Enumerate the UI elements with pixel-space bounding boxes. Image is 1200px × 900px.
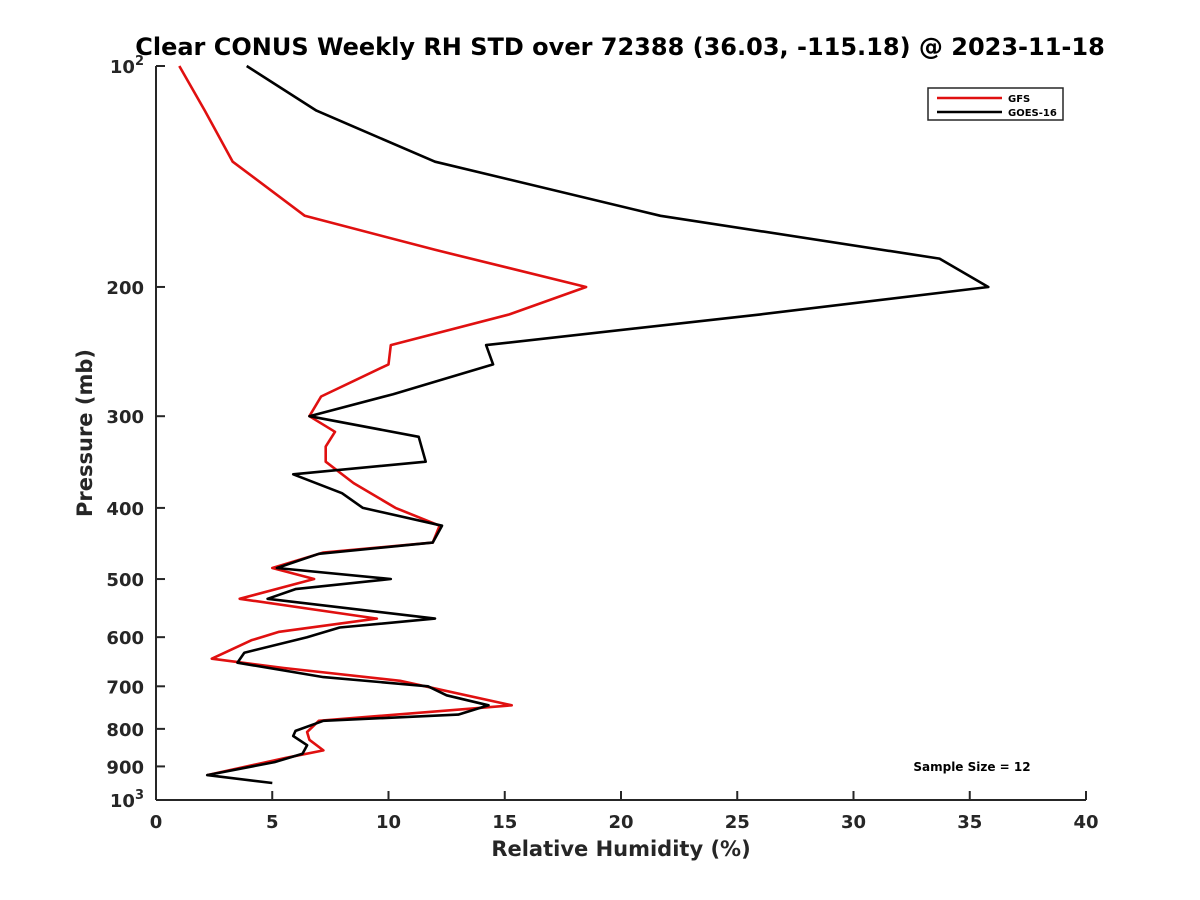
y-tick-label: 103 (110, 788, 144, 812)
x-tick-label: 40 (1073, 812, 1098, 833)
plot-series (178, 64, 990, 785)
y-tick-label: 200 (106, 278, 144, 299)
x-tick-label: 25 (725, 812, 750, 833)
x-tick-label: 20 (608, 812, 633, 833)
x-tick-label: 30 (841, 812, 866, 833)
legend-box (927, 87, 1064, 121)
legend-items: GFS GOES-16 (937, 94, 1057, 119)
legend-label: GFS (1008, 94, 1030, 105)
series-line-goes-16 (205, 64, 990, 785)
y-tick-label: 700 (106, 677, 144, 698)
y-axis-label: Pressure (mb) (73, 349, 97, 517)
series-line-gfs (178, 65, 588, 777)
y-tick-label: 900 (106, 757, 144, 778)
legend-label: GOES-16 (1008, 108, 1057, 119)
x-tick-label: 10 (376, 812, 401, 833)
y-tick-label: 102 (110, 54, 144, 78)
chart-title: Clear CONUS Weekly RH STD over 72388 (36… (135, 33, 1105, 61)
y-tick-label: 500 (106, 570, 144, 591)
y-tick-label: 300 (106, 407, 144, 428)
x-axis-label: Relative Humidity (%) (491, 837, 750, 861)
y-tick-label: 600 (106, 628, 144, 649)
x-axis-ticks: 0 5 10 15 20 25 30 35 40 (150, 791, 1099, 833)
legend: GFS GOES-16 (927, 87, 1064, 121)
y-tick-label: 400 (106, 499, 144, 520)
y-axis-ticks: 102 200 300 400 500 600 700 800 900 103 (106, 54, 165, 812)
x-tick-label: 0 (150, 812, 163, 833)
sample-size-annotation: Sample Size = 12 (913, 760, 1030, 774)
x-tick-label: 5 (266, 812, 279, 833)
y-tick-label: 800 (106, 720, 144, 741)
x-tick-label: 15 (492, 812, 517, 833)
x-tick-label: 35 (957, 812, 982, 833)
